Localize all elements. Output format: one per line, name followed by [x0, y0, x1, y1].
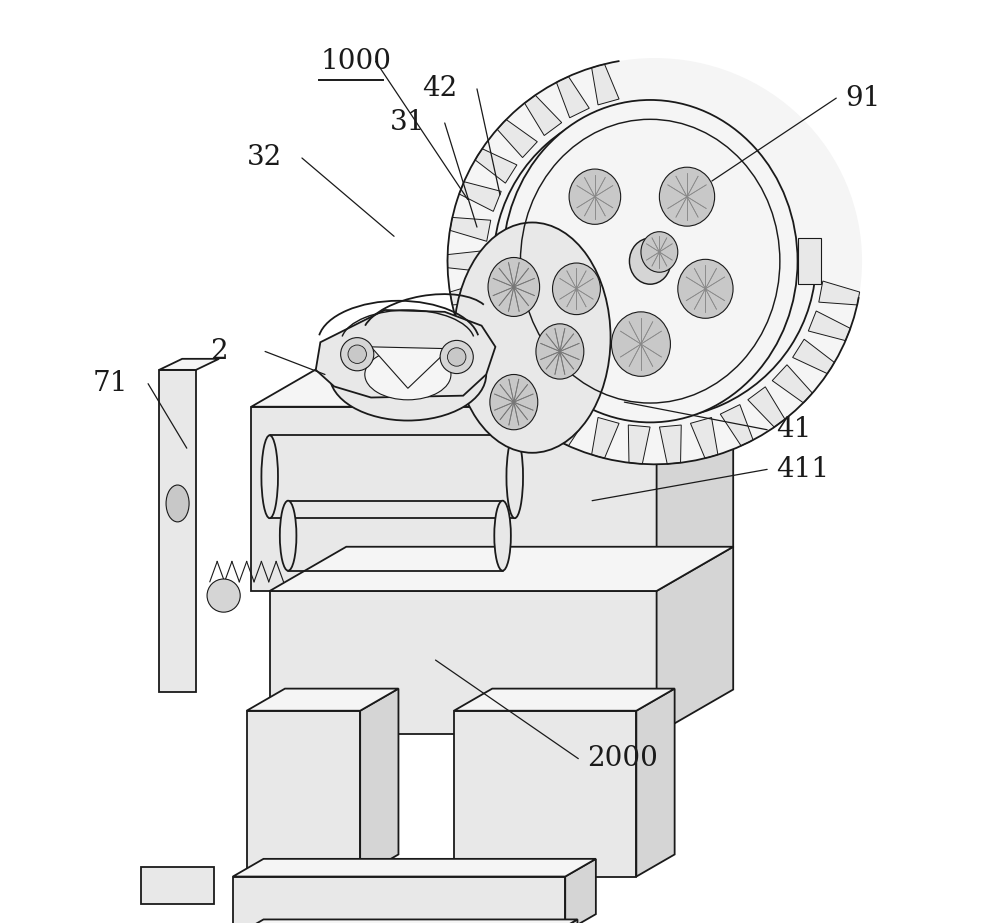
Ellipse shape — [280, 501, 296, 571]
Bar — [798, 238, 821, 285]
Text: 2: 2 — [210, 338, 227, 365]
Ellipse shape — [506, 435, 523, 518]
Polygon shape — [808, 311, 850, 341]
Ellipse shape — [536, 323, 584, 379]
Ellipse shape — [261, 435, 278, 518]
Polygon shape — [793, 339, 834, 373]
Circle shape — [447, 347, 466, 366]
Circle shape — [207, 579, 240, 613]
Polygon shape — [720, 405, 753, 446]
Polygon shape — [659, 425, 681, 464]
Text: 2000: 2000 — [588, 745, 658, 772]
Polygon shape — [454, 711, 636, 877]
Ellipse shape — [611, 311, 670, 376]
Circle shape — [440, 340, 473, 373]
Ellipse shape — [494, 501, 511, 571]
Polygon shape — [628, 425, 650, 464]
Polygon shape — [565, 859, 596, 924]
Ellipse shape — [330, 328, 486, 420]
Polygon shape — [525, 387, 562, 427]
Polygon shape — [270, 547, 733, 591]
Polygon shape — [247, 711, 360, 877]
Text: 71: 71 — [93, 371, 128, 397]
Polygon shape — [475, 339, 517, 373]
Polygon shape — [450, 217, 491, 241]
Ellipse shape — [569, 169, 621, 225]
Text: 91: 91 — [845, 85, 881, 112]
Text: 1000: 1000 — [320, 48, 391, 75]
Polygon shape — [242, 919, 577, 924]
Ellipse shape — [659, 167, 715, 226]
Polygon shape — [819, 281, 860, 305]
Polygon shape — [657, 547, 733, 734]
Polygon shape — [251, 407, 657, 591]
Text: 32: 32 — [247, 144, 282, 172]
Polygon shape — [159, 370, 196, 692]
Polygon shape — [251, 362, 733, 407]
Polygon shape — [475, 149, 517, 183]
Ellipse shape — [490, 374, 538, 430]
Polygon shape — [233, 877, 565, 924]
Polygon shape — [233, 859, 596, 877]
Polygon shape — [592, 64, 619, 105]
Ellipse shape — [641, 232, 678, 273]
Polygon shape — [690, 418, 718, 458]
Polygon shape — [159, 359, 219, 370]
Polygon shape — [636, 688, 675, 877]
Polygon shape — [247, 688, 398, 711]
Polygon shape — [556, 405, 589, 446]
Ellipse shape — [447, 58, 862, 464]
Polygon shape — [316, 310, 495, 397]
Ellipse shape — [553, 263, 600, 314]
Ellipse shape — [454, 223, 611, 453]
Polygon shape — [497, 119, 537, 158]
Ellipse shape — [629, 238, 671, 285]
Polygon shape — [525, 95, 562, 136]
Ellipse shape — [488, 258, 540, 316]
Polygon shape — [360, 688, 398, 877]
Text: 411: 411 — [776, 456, 829, 483]
Polygon shape — [556, 77, 589, 117]
Ellipse shape — [365, 349, 451, 400]
Polygon shape — [748, 387, 785, 427]
Polygon shape — [454, 688, 675, 711]
Polygon shape — [450, 281, 491, 305]
Polygon shape — [288, 501, 503, 571]
Text: 31: 31 — [389, 109, 425, 137]
Polygon shape — [371, 346, 449, 388]
Polygon shape — [448, 250, 486, 272]
Ellipse shape — [678, 260, 733, 318]
Polygon shape — [657, 362, 733, 591]
Polygon shape — [497, 365, 537, 403]
Polygon shape — [459, 182, 501, 212]
Ellipse shape — [166, 485, 189, 522]
Text: 41: 41 — [776, 416, 812, 444]
Polygon shape — [772, 365, 812, 403]
Polygon shape — [270, 435, 515, 518]
Ellipse shape — [503, 100, 798, 422]
Polygon shape — [459, 311, 501, 341]
Circle shape — [341, 337, 374, 371]
Polygon shape — [141, 868, 214, 905]
Polygon shape — [270, 591, 657, 734]
Circle shape — [348, 345, 366, 363]
Polygon shape — [592, 418, 619, 458]
Text: 42: 42 — [422, 76, 457, 103]
Polygon shape — [556, 919, 577, 924]
